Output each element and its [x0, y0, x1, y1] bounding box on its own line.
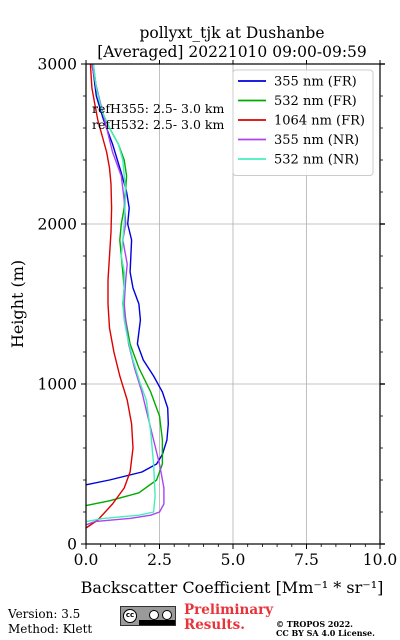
preliminary-label: Preliminary: [184, 602, 274, 618]
x-tick-label-2: 5.0: [221, 551, 246, 569]
creative-commons-icon: cc: [120, 606, 176, 626]
series-line-4: [85, 63, 156, 523]
version-label: Version: 3.5: [8, 607, 81, 621]
legend-label-4: 532 nm (NR): [274, 153, 359, 168]
y-tick-label-1: 1000: [38, 376, 77, 394]
series-line-2: [85, 63, 134, 529]
legend-label-2: 1064 nm (FR): [274, 114, 365, 129]
x-axis-label: Backscatter Coefficient [Mm⁻¹ * sr⁻¹]: [81, 578, 384, 597]
x-tick-label-0: 0.0: [74, 551, 99, 569]
x-tick-label-3: 7.5: [294, 551, 319, 569]
y-axis-label: Height (m): [8, 260, 27, 348]
x-tick-label-4: 10.0: [363, 551, 398, 569]
legend-label-1: 532 nm (FR): [274, 94, 357, 109]
annotation-1: refH532: 2.5- 3.0 km: [92, 117, 224, 132]
license-label: CC BY SA 4.0 License.: [276, 628, 375, 638]
legend-label-3: 355 nm (NR): [274, 133, 359, 148]
annotation-0: refH355: 2.5- 3.0 km: [92, 101, 224, 116]
x-tick-label-1: 2.5: [147, 551, 172, 569]
y-tick-label-2: 2000: [38, 216, 77, 234]
preliminary-results-label: Results.: [184, 617, 245, 633]
method-label: Method: Klett: [8, 622, 93, 636]
legend-box: [232, 69, 374, 176]
y-tick-label-3: 3000: [38, 56, 77, 74]
chart-title: pollyxt_tjk at Dushanbe: [139, 24, 324, 42]
series-line-0: [85, 63, 170, 486]
copyright-label: © TROPOS 2022.: [276, 619, 353, 629]
backscatter-profile-chart: 0.0 2.5 5.0 7.5 10.0 0 1000 2000 3000 pollyxt_tjk…: [8, 24, 398, 597]
chart-subtitle: [Averaged] 20221010 09:00-09:59: [97, 43, 367, 61]
y-tick-label-0: 0: [67, 536, 77, 554]
legend-label-0: 355 nm (FR): [274, 75, 357, 90]
